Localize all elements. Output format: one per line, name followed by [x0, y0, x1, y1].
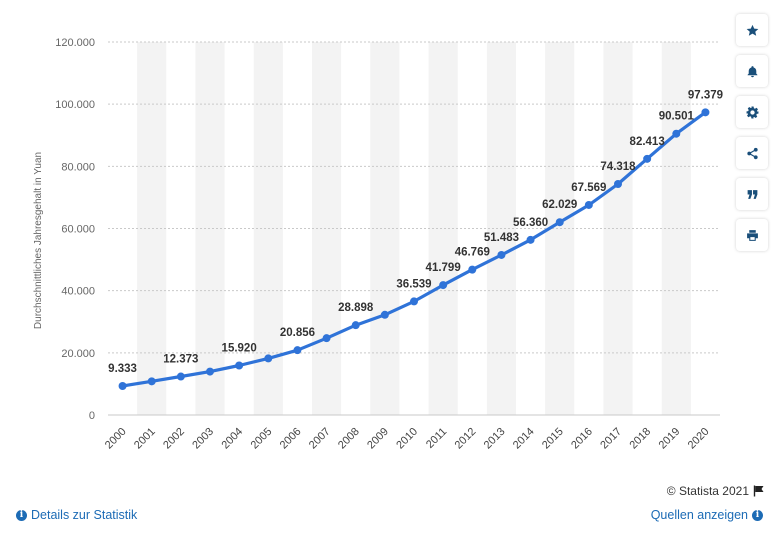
data-label: 51.483: [484, 232, 519, 244]
details-link-label: Details zur Statistik: [31, 508, 138, 522]
favorite-button[interactable]: [736, 14, 768, 46]
y-tick-label: 120.000: [55, 37, 95, 49]
data-label: 74.318: [600, 161, 636, 173]
info-icon: i: [752, 509, 763, 521]
sources-link[interactable]: Quellen anzeigen i: [651, 508, 763, 522]
gear-icon: [746, 106, 758, 118]
data-point: [380, 310, 389, 319]
data-label: 20.856: [280, 327, 315, 339]
data-label: 82.413: [630, 136, 665, 148]
data-point: [439, 281, 448, 290]
data-point: [614, 179, 622, 188]
data-point: [351, 321, 360, 330]
data-label: 12.373: [163, 354, 198, 366]
data-point: [235, 361, 244, 370]
x-tick-label: 2009: [365, 426, 391, 452]
x-tick-label: 2019: [657, 426, 683, 452]
data-point: [555, 218, 564, 227]
data-point: [293, 346, 302, 355]
data-label: 28.898: [338, 302, 374, 314]
x-tick-label: 2012: [453, 426, 479, 452]
y-tick-label: 60.000: [61, 224, 95, 236]
x-tick-label: 2008: [336, 426, 362, 452]
data-point: [410, 297, 418, 306]
data-point: [672, 129, 681, 138]
share-icon: [746, 147, 758, 159]
data-point: [176, 372, 185, 381]
star-icon: [746, 24, 758, 36]
x-tick-label: 2001: [132, 426, 158, 452]
data-point: [118, 381, 127, 390]
line-chart: 0 20.000 40.000 60.000 80.000 100.000 120.000 D…: [33, 37, 723, 452]
data-label: 90.501: [659, 111, 695, 123]
data-label: 36.539: [396, 278, 431, 290]
data-point: [497, 250, 506, 259]
print-icon: [746, 229, 758, 241]
x-tick-label: 2014: [511, 426, 537, 452]
y-tick-label: 100.000: [55, 99, 95, 111]
bell-icon: [747, 65, 757, 77]
x-tick-label: 2018: [627, 426, 653, 452]
data-point: [322, 334, 331, 343]
x-tick-label: 2011: [424, 426, 449, 451]
x-tick-label: 2004: [219, 426, 245, 452]
settings-button[interactable]: [736, 96, 768, 128]
x-tick-label: 2007: [307, 426, 333, 452]
x-tick-label: 2010: [394, 426, 420, 452]
flag-icon[interactable]: [753, 485, 765, 497]
y-tick-label: 40.000: [61, 286, 95, 298]
x-tick-label: 2002: [161, 426, 187, 452]
y-tick-label: 0: [89, 410, 95, 422]
details-link[interactable]: i Details zur Statistik: [16, 508, 137, 522]
data-label: 41.799: [426, 262, 461, 274]
data-point: [468, 265, 477, 274]
notification-button[interactable]: [736, 55, 768, 87]
chart-toolbar: [736, 14, 768, 260]
sources-link-label: Quellen anzeigen: [650, 508, 748, 522]
data-point: [584, 200, 593, 209]
data-label: 67.569: [571, 182, 606, 194]
data-point: [643, 154, 652, 163]
data-point: [701, 108, 710, 117]
y-axis-label: Durchschnittliches Jahresgehalt in Yuan: [33, 152, 44, 329]
info-icon: i: [16, 509, 27, 521]
data-label: 97.379: [688, 89, 723, 101]
data-point: [526, 235, 535, 244]
data-label: 9.333: [108, 363, 137, 375]
x-tick-label: 2020: [686, 426, 712, 452]
x-tick-label: 2013: [482, 426, 508, 452]
quote-icon: [747, 189, 757, 199]
chart-area: 0 20.000 40.000 60.000 80.000 100.000 120.000 D…: [33, 37, 723, 452]
x-tick-label: 2005: [249, 426, 275, 452]
x-tick-label: 2006: [278, 426, 304, 452]
copyright-text: © Statista 2021: [666, 484, 749, 498]
data-point: [206, 367, 214, 376]
x-tick-label: 2017: [598, 426, 624, 452]
x-tick-label: 2003: [190, 426, 216, 452]
print-button[interactable]: [736, 219, 768, 251]
share-button[interactable]: [736, 137, 768, 169]
data-label: 15.920: [222, 343, 257, 355]
x-tick-label: 2015: [540, 426, 566, 452]
x-tick-label: 2016: [569, 426, 595, 452]
y-tick-label: 20.000: [61, 348, 95, 360]
copyright-notice: © Statista 2021: [667, 484, 765, 498]
data-point: [147, 377, 156, 386]
cite-button[interactable]: [736, 178, 768, 210]
data-label: 62.029: [542, 199, 577, 211]
x-tick-label: 2000: [103, 426, 129, 452]
y-tick-label: 80.000: [61, 161, 95, 173]
data-point: [264, 354, 273, 363]
data-label: 46.769: [455, 247, 490, 259]
data-label: 56.360: [513, 217, 548, 229]
